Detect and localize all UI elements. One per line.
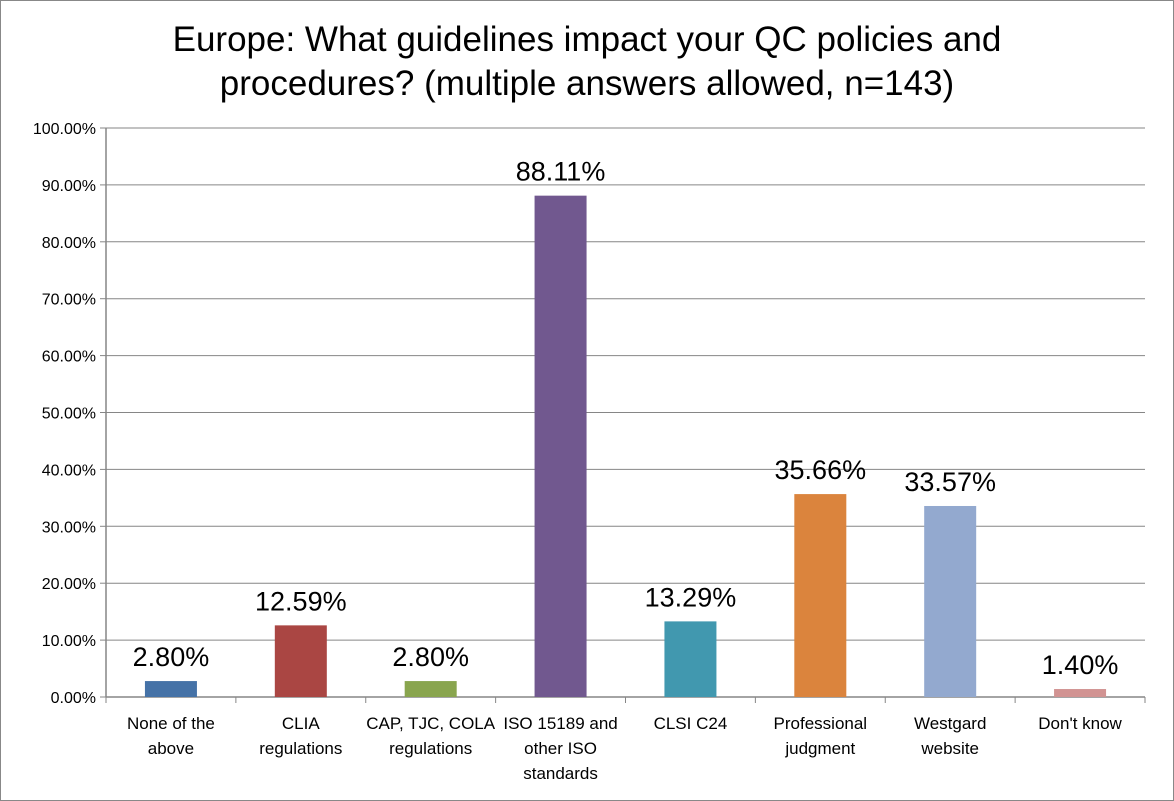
x-tick-label: Don't know [1038,714,1122,733]
bar [144,681,197,697]
x-tick-label-line: other ISO [524,739,597,758]
x-tick-label-line: website [920,739,979,758]
data-label: 2.80% [133,642,210,672]
x-tick-label: Westgard website [914,714,986,758]
x-tick-label-line: CLSI C24 [654,714,728,733]
x-tick-label: ISO 15189 and other ISO standards [503,714,617,783]
x-tick-label-line: Professional [774,714,868,733]
y-tick-label: 10.00% [42,633,96,650]
y-tick-label: 90.00% [42,178,96,195]
x-tick-label: CAP, TJC, COLA regulations [366,714,495,758]
bar [534,195,587,697]
data-label: 33.57% [904,467,996,497]
x-tick-label-line: Westgard [914,714,986,733]
data-label: 1.40% [1042,650,1119,680]
data-label: 12.59% [255,586,347,616]
bar [794,494,847,697]
chart-title-line-2: procedures? (multiple answers allowed, n… [219,64,955,103]
bar [404,681,457,697]
x-tick-label-line: standards [523,764,598,783]
y-tick-label: 40.00% [42,462,96,479]
data-label: 35.66% [775,455,867,485]
y-tick-label: 80.00% [42,235,96,252]
y-tick-label: 60.00% [42,349,96,366]
x-tick-label-line: regulations [389,739,472,758]
x-tick-label-line: judgment [784,739,855,758]
x-tick-label-line: Don't know [1038,714,1122,733]
bar [274,625,327,697]
chart-title: Europe: What guidelines impact your QC p… [0,18,1174,106]
y-tick-label: 100.00% [33,121,96,138]
bar [924,505,977,697]
x-tick-label: Professional judgment [774,714,868,758]
x-tick-label-line: ISO 15189 and [503,714,617,733]
data-label: 88.11% [516,157,606,187]
y-tick-label: 0.00% [51,690,96,707]
data-label: 13.29% [645,582,737,612]
y-tick-label: 30.00% [42,519,96,536]
bar [664,621,717,697]
x-tick-label-line: above [148,739,194,758]
x-tick-label: None of the above [127,714,215,758]
x-tick-label: CLIA regulations [259,714,342,758]
y-tick-label: 20.00% [42,576,96,593]
y-tick-label: 50.00% [42,406,96,423]
x-tick-label: CLSI C24 [654,714,728,733]
chart-title-line-1: Europe: What guidelines impact your QC p… [172,20,1002,59]
x-tick-label-line: regulations [259,739,342,758]
y-tick-label: 70.00% [42,292,96,309]
data-label: 2.80% [392,642,469,672]
x-tick-label-line: None of the [127,714,215,733]
x-tick-label-line: CAP, TJC, COLA [366,714,495,733]
x-tick-label-line: CLIA [282,714,320,733]
bar [1054,689,1107,697]
